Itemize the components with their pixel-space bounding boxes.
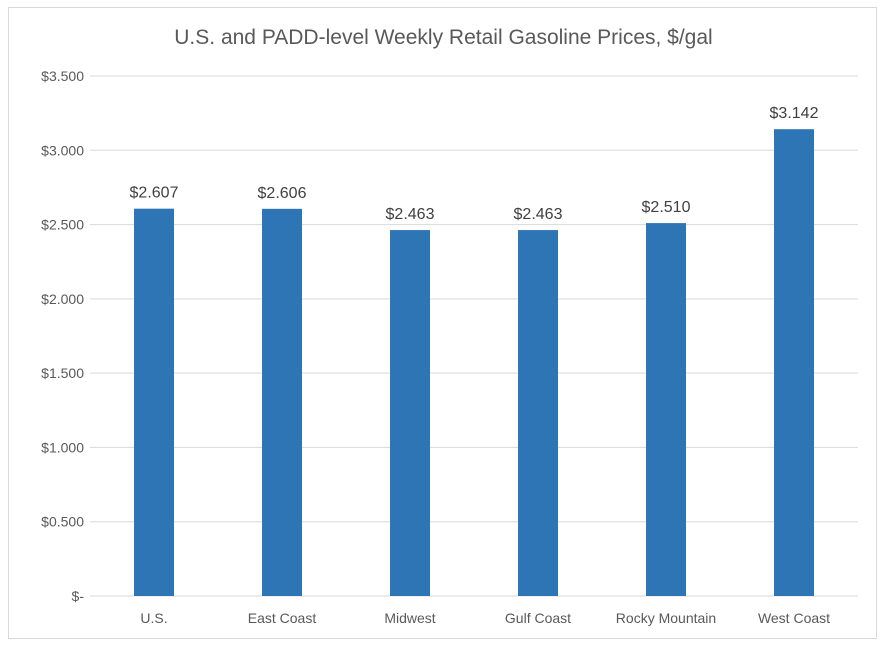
data-label: $2.607 bbox=[130, 185, 179, 202]
y-tick-label: $- bbox=[72, 588, 85, 604]
x-tick-label: Midwest bbox=[384, 610, 435, 626]
x-tick-label: West Coast bbox=[758, 610, 830, 626]
y-tick-label: $3.000 bbox=[41, 142, 84, 158]
chart-title: U.S. and PADD-level Weekly Retail Gasoli… bbox=[174, 26, 713, 49]
x-tick-label: Rocky Mountain bbox=[616, 610, 716, 626]
y-tick-label: $3.500 bbox=[41, 68, 84, 84]
bar bbox=[774, 129, 814, 596]
y-tick-label: $2.500 bbox=[41, 217, 84, 233]
data-label: $3.142 bbox=[770, 105, 819, 122]
x-tick-label: Gulf Coast bbox=[505, 610, 571, 626]
bar bbox=[134, 208, 174, 596]
bar bbox=[262, 208, 302, 596]
data-label: $2.606 bbox=[258, 185, 307, 202]
x-tick-label: East Coast bbox=[248, 610, 317, 626]
bar bbox=[390, 230, 430, 596]
y-tick-label: $1.000 bbox=[41, 439, 84, 455]
y-tick-label: $0.500 bbox=[41, 514, 84, 530]
y-tick-label: $1.500 bbox=[41, 365, 84, 381]
y-tick-label: $2.000 bbox=[41, 291, 84, 307]
data-label: $2.463 bbox=[514, 206, 563, 223]
x-tick-label: U.S. bbox=[140, 610, 167, 626]
bar bbox=[646, 223, 686, 597]
chart-frame bbox=[8, 7, 877, 639]
bar bbox=[518, 230, 558, 596]
data-label: $2.463 bbox=[386, 206, 435, 223]
data-label: $2.510 bbox=[642, 199, 691, 216]
